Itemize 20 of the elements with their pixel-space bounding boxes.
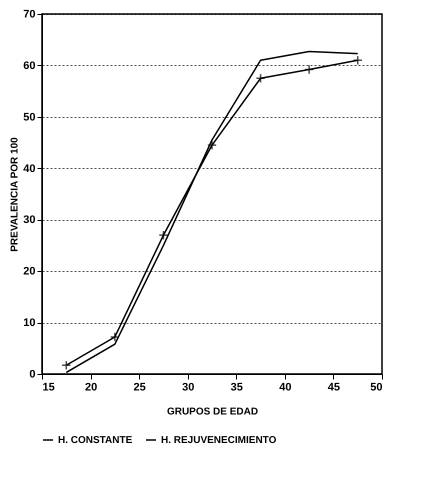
y-tick-label: 70 (23, 8, 36, 20)
y-tick-label: 0 (29, 368, 36, 380)
x-tick-label: 50 (370, 382, 382, 394)
y-tick-label: 60 (23, 60, 36, 72)
y-tick-label: 40 (23, 162, 36, 175)
x-axis-title: GRUPOS DE EDAD (166, 406, 258, 418)
y-tick-label: 50 (23, 111, 36, 124)
legend-label: H. CONSTANTE (58, 435, 133, 446)
x-tick-label: 25 (134, 382, 146, 394)
y-axis-title: PREVALENCIA POR 100 (9, 136, 20, 252)
x-tick-label: 35 (230, 382, 243, 394)
y-tick-label: 20 (23, 266, 36, 278)
x-tick-label: 45 (328, 382, 340, 394)
y-tick-label: 30 (23, 214, 36, 226)
x-tick-label: 15 (42, 382, 55, 394)
legend-label: H. REJUVENECIMIENTO (161, 435, 277, 446)
y-tick-label: 10 (23, 317, 36, 330)
x-tick-label: 20 (84, 382, 98, 394)
x-tick-label: 30 (182, 382, 194, 394)
x-tick-label: 40 (279, 382, 292, 394)
